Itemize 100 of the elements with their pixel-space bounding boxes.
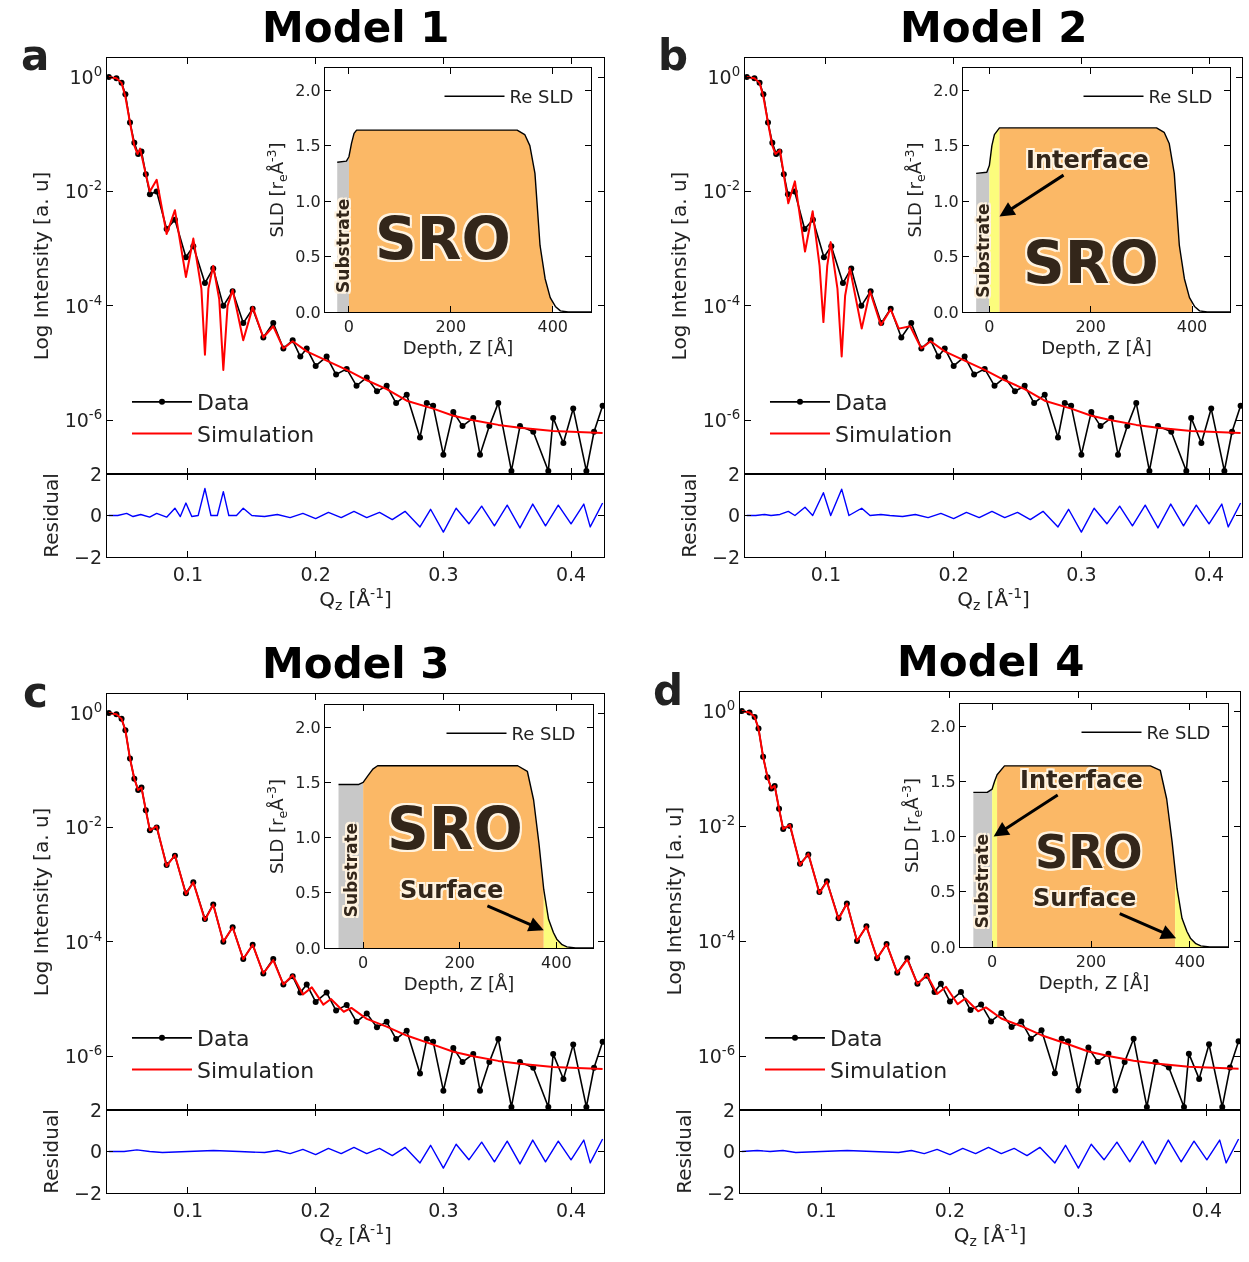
x-axis-title: Depth, Z [Å] — [1041, 337, 1152, 359]
y-tick-label: 1.0 — [295, 828, 321, 848]
legend-label: Simulation — [834, 422, 953, 448]
y-tick-label: −2 — [712, 545, 741, 568]
legend-label: Data — [829, 1026, 883, 1052]
x-tick-label: 0.3 — [1066, 562, 1097, 585]
y-tick-label: 10$^{-6}$ — [64, 1042, 103, 1067]
y-tick-label: 10$^{-6}$ — [64, 406, 103, 431]
x-tick-label: 0.3 — [1063, 1198, 1094, 1221]
x-tick-label: 0.4 — [555, 562, 587, 585]
y-axis-title: Log Intensity [a. u] — [667, 171, 692, 361]
x-tick-label: 400 — [537, 317, 569, 337]
y-tick-label: 0.5 — [295, 883, 321, 903]
y-tick-label: 0 — [728, 504, 741, 527]
x-tick-label: 0.2 — [934, 1198, 966, 1221]
y-axis-title: Residual — [671, 1109, 696, 1194]
legend-label: Simulation — [196, 1058, 315, 1084]
legend-label: Re SLD — [1146, 722, 1211, 744]
y-tick-label: 2 — [90, 1098, 103, 1121]
annotation: SRO — [375, 205, 511, 273]
annotation: Substrate — [340, 822, 361, 918]
chart-title: Model 4 — [897, 637, 1085, 686]
y-tick-label: 10$^{0}$ — [702, 697, 736, 722]
legend-label: Re SLD — [509, 86, 574, 108]
annotation: Interface — [1020, 766, 1143, 794]
y-tick-label: 10$^{-2}$ — [697, 812, 736, 837]
x-tick-label: 0 — [358, 953, 369, 973]
y-tick-label: 0 — [90, 504, 103, 527]
legend-label: Simulation — [829, 1058, 948, 1084]
y-tick-label: 10$^{-4}$ — [64, 928, 103, 953]
y-tick-label: 1.5 — [295, 772, 321, 792]
y-tick-label: −2 — [74, 545, 103, 568]
annotation: Interface — [1026, 146, 1149, 174]
x-tick-label: 0.1 — [806, 1198, 837, 1221]
y-tick-label: 0.5 — [295, 247, 321, 267]
y-tick-label: 10$^{-4}$ — [702, 292, 741, 317]
y-tick-label: 0.5 — [930, 882, 956, 902]
y-tick-label: −2 — [74, 1181, 103, 1204]
annotation: SRO — [1023, 229, 1159, 297]
y-tick-label: −2 — [707, 1181, 736, 1204]
y-tick-label: 1.0 — [930, 827, 956, 847]
y-tick-label: 10$^{-6}$ — [702, 406, 741, 431]
x-tick-label: 0.4 — [555, 1198, 587, 1221]
y-axis-title: Residual — [676, 473, 701, 558]
x-tick-label: 0.1 — [810, 562, 842, 585]
y-tick-label: 10$^{-6}$ — [697, 1042, 736, 1067]
x-tick-label: 0.3 — [428, 562, 459, 585]
chart-title: Model 1 — [262, 3, 450, 52]
y-tick-label: 0 — [723, 1140, 736, 1163]
x-tick-label: 200 — [1075, 952, 1107, 972]
x-tick-label: 0.2 — [938, 562, 969, 585]
y-tick-label: 10$^{-4}$ — [697, 927, 736, 952]
x-tick-label: 0.2 — [300, 562, 331, 585]
y-tick-label: 1.5 — [933, 136, 959, 156]
y-tick-label: 10$^{-2}$ — [64, 814, 103, 839]
y-tick-label: 1.0 — [933, 191, 959, 211]
annotation: Substrate — [972, 833, 993, 929]
y-axis-title: Log Intensity [a. u] — [29, 807, 54, 997]
legend-label: Simulation — [196, 422, 315, 448]
annotation: Surface — [1033, 884, 1137, 912]
y-tick-label: 2 — [723, 1098, 736, 1121]
y-axis-title: Log Intensity [a. u] — [662, 806, 687, 996]
y-tick-label: 0.0 — [295, 938, 321, 958]
y-tick-label: 2.0 — [933, 80, 959, 100]
x-tick-label: 0.4 — [1193, 562, 1225, 585]
legend-label: Data — [196, 1026, 250, 1052]
y-axis-title: Residual — [38, 1109, 63, 1194]
x-axis-title: Q$_{z}$ [Å$^{-1}$] — [953, 1220, 1027, 1250]
y-tick-label: 10$^{-4}$ — [64, 292, 103, 317]
x-axis-title: Depth, Z [Å] — [402, 337, 514, 359]
y-axis-title: Residual — [38, 473, 63, 558]
x-tick-label: 0.1 — [172, 1198, 204, 1221]
y-tick-label: 2.0 — [295, 717, 321, 737]
legend-label: Data — [834, 390, 888, 416]
y-tick-label: 0 — [90, 1140, 103, 1163]
x-tick-label: 0.2 — [300, 1198, 331, 1221]
x-tick-label: 200 — [1075, 317, 1106, 337]
y-tick-label: 2 — [90, 462, 103, 485]
x-axis-title: Q$_{z}$ [Å$^{-1}$] — [319, 1220, 392, 1250]
x-tick-label: 0 — [343, 317, 355, 337]
chart-title: Model 3 — [262, 639, 450, 688]
legend-label: Re SLD — [511, 723, 576, 745]
annotation: Surface — [400, 876, 504, 904]
x-axis-title: Depth, Z [Å] — [1038, 972, 1150, 994]
annotation: SRO — [1035, 825, 1143, 879]
annotation: Substrate — [972, 203, 993, 298]
text: c — [23, 668, 48, 717]
legend-label: Re SLD — [1148, 86, 1213, 108]
y-tick-label: 10$^{0}$ — [707, 63, 741, 88]
y-tick-label: 0.0 — [295, 302, 321, 322]
x-tick-label: 400 — [1176, 317, 1208, 337]
x-axis-title: Q$_{z}$ [Å$^{-1}$] — [957, 584, 1030, 614]
y-tick-label: 1.0 — [295, 191, 321, 211]
x-tick-label: 0.4 — [1191, 1198, 1222, 1221]
annotation: SRO — [387, 795, 523, 863]
x-tick-label: 200 — [444, 953, 475, 973]
y-tick-label: 10$^{-2}$ — [702, 178, 741, 203]
x-axis-title: Q$_{z}$ [Å$^{-1}$] — [319, 584, 392, 614]
y-tick-label: 0.0 — [933, 302, 959, 322]
x-tick-label: 0 — [984, 317, 995, 337]
